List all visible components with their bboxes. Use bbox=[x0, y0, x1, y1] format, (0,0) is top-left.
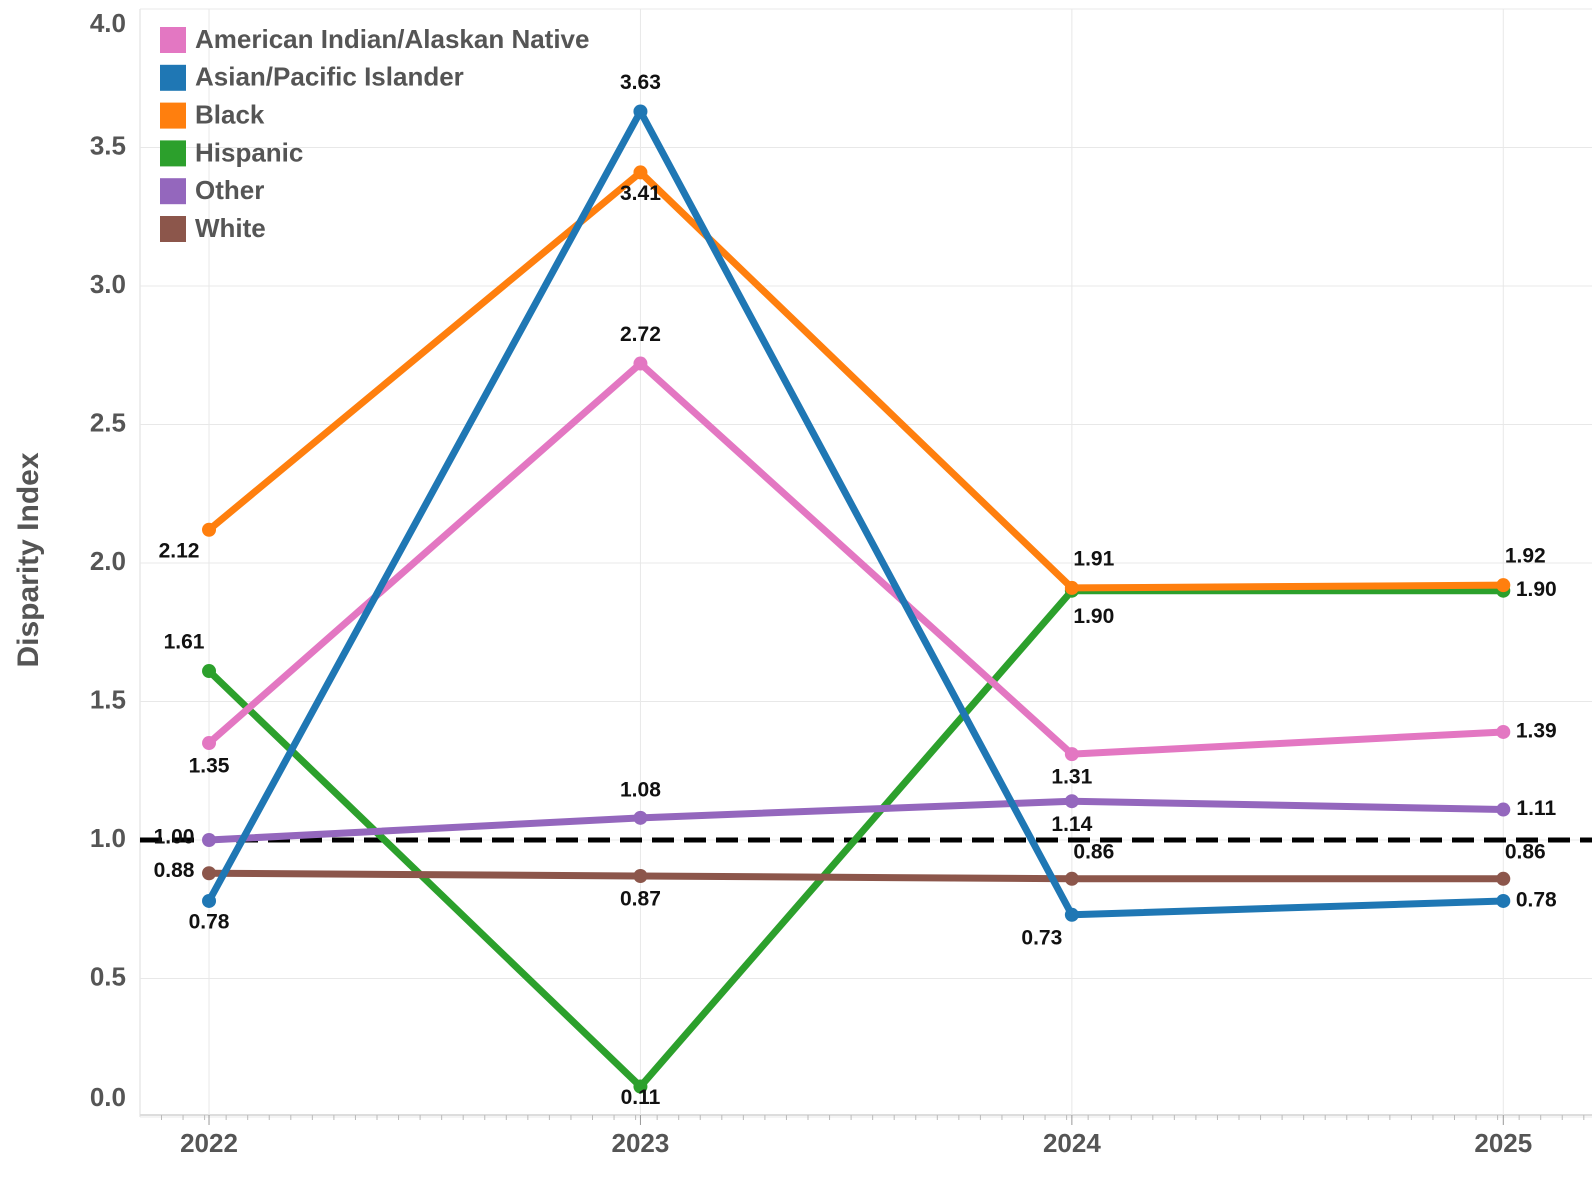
series-point bbox=[633, 1079, 648, 1094]
data-label: 1.00 bbox=[154, 826, 195, 849]
series-point bbox=[202, 736, 217, 751]
legend-swatch bbox=[160, 27, 186, 53]
data-label: 0.87 bbox=[620, 888, 661, 911]
legend-label: Black bbox=[195, 99, 265, 129]
data-label: 1.35 bbox=[189, 755, 230, 778]
data-label: 0.73 bbox=[1021, 926, 1062, 949]
data-label: 1.11 bbox=[1516, 797, 1556, 820]
y-tick-label: 4.0 bbox=[90, 8, 126, 38]
series-point bbox=[1064, 747, 1079, 762]
x-tick-label: 2023 bbox=[612, 1128, 670, 1158]
series-point bbox=[202, 664, 217, 679]
y-tick-label: 2.5 bbox=[90, 407, 126, 437]
x-tick-label: 2022 bbox=[180, 1128, 238, 1158]
x-tick-label: 2025 bbox=[1474, 1128, 1532, 1158]
data-label: 0.88 bbox=[154, 859, 195, 882]
series-point bbox=[633, 104, 648, 119]
y-tick-label: 1.0 bbox=[90, 823, 126, 853]
series-point bbox=[1064, 907, 1079, 922]
legend-swatch bbox=[160, 140, 186, 167]
data-label: 3.63 bbox=[620, 71, 661, 94]
legend-swatch bbox=[160, 64, 186, 91]
series-line bbox=[209, 869, 1504, 883]
series-point bbox=[633, 810, 648, 825]
series-line bbox=[205, 107, 1504, 919]
data-label: 0.86 bbox=[1505, 840, 1546, 863]
series-point bbox=[1496, 802, 1511, 817]
series-line bbox=[208, 797, 1504, 844]
data-label: 0.86 bbox=[1073, 840, 1114, 863]
legend-label: White bbox=[195, 213, 266, 243]
data-label: 2.72 bbox=[620, 323, 661, 346]
series-point bbox=[1496, 893, 1511, 908]
series-point bbox=[1496, 871, 1511, 886]
legend-swatch bbox=[160, 178, 186, 205]
legend-label: Hispanic bbox=[195, 137, 303, 167]
y-tick-label: 3.5 bbox=[90, 130, 126, 160]
data-label: 3.41 bbox=[620, 182, 661, 205]
series-point bbox=[1064, 794, 1079, 809]
data-label: 1.08 bbox=[620, 778, 661, 801]
y-tick-label: 3.0 bbox=[90, 269, 126, 299]
y-tick-label: 0.5 bbox=[90, 961, 126, 991]
data-label: 0.78 bbox=[1516, 888, 1557, 911]
data-label: 2.12 bbox=[159, 539, 200, 562]
y-tick-label: 0.0 bbox=[90, 1082, 126, 1112]
series-point bbox=[633, 356, 648, 371]
series-point bbox=[202, 833, 217, 847]
series-point bbox=[1064, 871, 1079, 886]
data-label: 1.39 bbox=[1516, 720, 1557, 743]
series-point bbox=[1496, 724, 1511, 739]
legend-label: American Indian/Alaskan Native bbox=[195, 24, 589, 54]
series-point bbox=[202, 522, 217, 537]
y-tick-label: 2.0 bbox=[90, 546, 126, 576]
series-point bbox=[202, 893, 217, 908]
data-label: 0.11 bbox=[621, 1086, 661, 1109]
legend-swatch bbox=[160, 102, 186, 129]
series-line bbox=[206, 168, 1504, 592]
data-label: 1.31 bbox=[1051, 766, 1092, 789]
x-tick-label: 2024 bbox=[1043, 1128, 1101, 1158]
data-label: 1.90 bbox=[1073, 605, 1114, 628]
legend-label: Asian/Pacific Islander bbox=[195, 62, 464, 92]
data-label: 1.90 bbox=[1516, 578, 1557, 601]
series-point bbox=[1064, 580, 1079, 595]
legend-label: Other bbox=[195, 175, 264, 205]
y-tick-label: 1.5 bbox=[90, 684, 126, 714]
data-label: 1.92 bbox=[1505, 545, 1546, 568]
data-label: 1.14 bbox=[1051, 813, 1092, 836]
series-line bbox=[206, 360, 1504, 758]
series-point bbox=[633, 165, 648, 180]
data-label: 0.78 bbox=[189, 910, 230, 933]
series-point bbox=[633, 869, 648, 884]
series-point bbox=[202, 866, 217, 881]
legend-swatch bbox=[160, 216, 186, 242]
data-label: 1.61 bbox=[164, 631, 205, 654]
series-point bbox=[1496, 578, 1511, 593]
y-axis-label: Disparity Index bbox=[12, 452, 45, 667]
series-line bbox=[206, 587, 1504, 1091]
data-label: 1.91 bbox=[1073, 547, 1114, 570]
